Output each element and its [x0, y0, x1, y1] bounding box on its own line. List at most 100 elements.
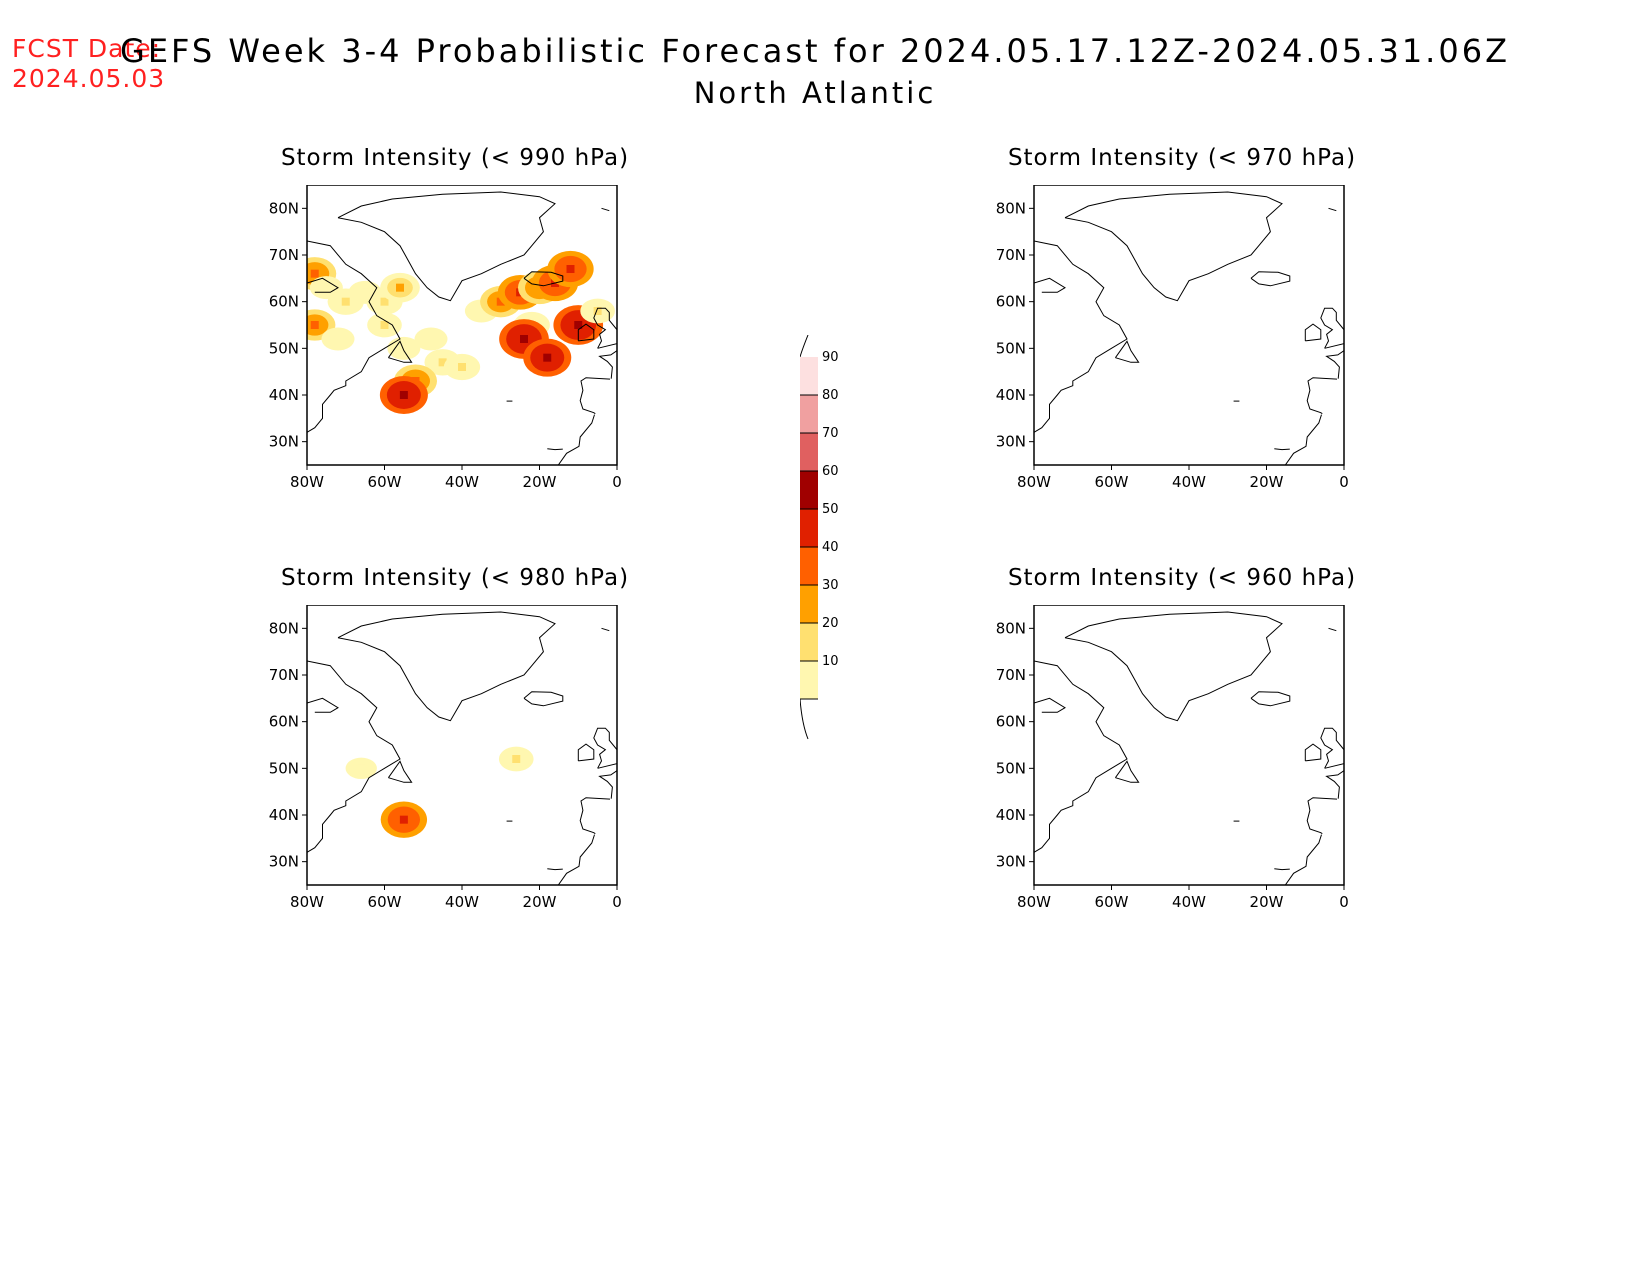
lat-tick-label: 80N — [269, 199, 299, 217]
coastline-iceland — [523, 271, 564, 287]
colorbar-label: 90 — [822, 350, 839, 365]
coastline-iceland — [523, 691, 564, 707]
lat-tick-label: 40N — [269, 806, 299, 824]
probability-cell-core — [438, 358, 447, 367]
lat-tick-label: 30N — [269, 853, 299, 871]
coastline-canada — [307, 240, 401, 433]
coastline-canary — [1274, 448, 1290, 451]
colorbar-lower-tip — [800, 698, 809, 740]
map-990hpa: 80N 70N 60N 50N 40N 30N 80W 60W 40W 20W 0 — [269, 185, 622, 491]
colorbar-label: 50 — [822, 502, 839, 517]
lat-tick-label: 30N — [996, 853, 1026, 871]
map-980hpa: 80N 70N 60N 50N 40N 30N 80W 60W 40W 20W 0 — [269, 605, 622, 911]
panel-title: Storm Intensity (< 990 hPa) — [280, 145, 630, 171]
colorbar-segment — [800, 623, 818, 661]
lon-tick-label: 0 — [1339, 473, 1349, 491]
lon-tick-label: 0 — [612, 473, 622, 491]
probability-cell-core — [334, 335, 342, 343]
coastline-ireland — [1304, 743, 1322, 762]
lat-tick-label: 40N — [996, 806, 1026, 824]
probability-cell-core — [477, 307, 486, 315]
probability-cell-core — [399, 344, 408, 353]
colorbar-label: 70 — [822, 426, 839, 441]
map-970hpa: 80N 70N 60N 50N 40N 30N 80W 60W 40W 20W 0 — [996, 185, 1349, 491]
lat-tick-label: 50N — [269, 759, 299, 777]
probability-cell-core — [380, 297, 389, 306]
lon-tick-label: 60W — [1095, 473, 1129, 491]
colorbar-segment — [800, 395, 818, 433]
panel-980hpa: Storm Intensity (< 980 hPa) 80N 70N 60N 50N… — [265, 565, 628, 935]
probability-cell-core — [458, 363, 466, 371]
lon-tick-label: 0 — [1339, 893, 1349, 911]
coastline-ireland — [1304, 323, 1322, 342]
coastlines — [1034, 611, 1344, 885]
lon-tick-label: 60W — [368, 893, 402, 911]
colorbar-segment — [800, 357, 818, 395]
colorbar-segment — [800, 585, 818, 623]
coastline-canary — [547, 868, 563, 871]
coastline-africa — [557, 834, 595, 885]
coastline-newfoundland — [1114, 760, 1140, 783]
lat-tick-label: 70N — [996, 666, 1026, 684]
colorbar-label: 80 — [822, 388, 839, 403]
probability-cell-core — [341, 297, 350, 306]
colorbar-label: 40 — [822, 540, 839, 555]
coastline-africa — [1284, 834, 1322, 885]
forecast-date-block: FCST Date: 2024.05.03 — [12, 34, 165, 94]
probability-cell-core — [380, 321, 389, 329]
colorbar: 10 20 30 40 50 60 70 80 90 — [800, 335, 839, 740]
coastline-svalbard — [601, 207, 610, 212]
colorbar-segment — [800, 661, 818, 699]
lon-tick-label: 40W — [1172, 473, 1206, 491]
coastline-greenland — [337, 611, 556, 722]
coastline-britain — [593, 307, 617, 349]
coastline-iceland — [1250, 271, 1291, 287]
lat-tick-label: 40N — [269, 386, 299, 404]
coastline-greenland — [1064, 191, 1283, 302]
lat-tick-label: 50N — [996, 759, 1026, 777]
lat-tick-label: 60N — [269, 293, 299, 311]
lon-tick-label: 80W — [290, 893, 324, 911]
colorbar-segment — [800, 547, 818, 585]
coastline-canary — [547, 448, 563, 451]
lat-tick-label: 80N — [996, 619, 1026, 637]
coastline-svalbard — [1328, 627, 1337, 632]
coastline-britain — [1320, 307, 1344, 349]
lon-tick-label: 80W — [1017, 473, 1051, 491]
coastline-svalbard — [601, 627, 610, 632]
map-background — [1034, 185, 1344, 465]
coastline-africa — [557, 414, 595, 465]
lon-tick-label: 60W — [1095, 893, 1129, 911]
fcst-date-label: FCST Date: — [12, 34, 162, 63]
coastline-ireland — [577, 743, 595, 762]
lon-tick-label: 20W — [523, 893, 557, 911]
coastline-britain — [593, 727, 617, 769]
colorbar-label: 30 — [822, 578, 839, 593]
map-background — [307, 605, 617, 885]
lat-tick-label: 30N — [996, 433, 1026, 451]
lat-tick-label: 80N — [269, 619, 299, 637]
lon-tick-label: 20W — [1250, 473, 1284, 491]
coastline-ireland — [577, 323, 595, 342]
probability-cell-core — [520, 335, 528, 343]
panel-title: Storm Intensity (< 960 hPa) — [1007, 565, 1357, 591]
coastline-france — [598, 770, 617, 799]
coastline-canada — [1034, 240, 1128, 433]
coastline-iberia — [579, 377, 611, 415]
coastline-canada — [307, 660, 401, 853]
lat-tick-label: 80N — [996, 199, 1026, 217]
lat-tick-label: 50N — [996, 339, 1026, 357]
probability-field — [307, 250, 615, 414]
lat-tick-label: 60N — [996, 713, 1026, 731]
coastline-iceland — [1250, 691, 1291, 707]
map-background — [1034, 605, 1344, 885]
coastline-france — [1325, 350, 1344, 379]
probability-cell-core — [496, 297, 505, 306]
coastline-baffinS — [1034, 697, 1066, 713]
coastline-iberia — [1306, 797, 1338, 835]
lat-tick-label: 60N — [269, 713, 299, 731]
coastline-africa — [1284, 414, 1322, 465]
coastline-newfoundland — [1114, 340, 1140, 363]
colorbar-segment — [800, 471, 818, 509]
coastline-france — [1325, 770, 1344, 799]
